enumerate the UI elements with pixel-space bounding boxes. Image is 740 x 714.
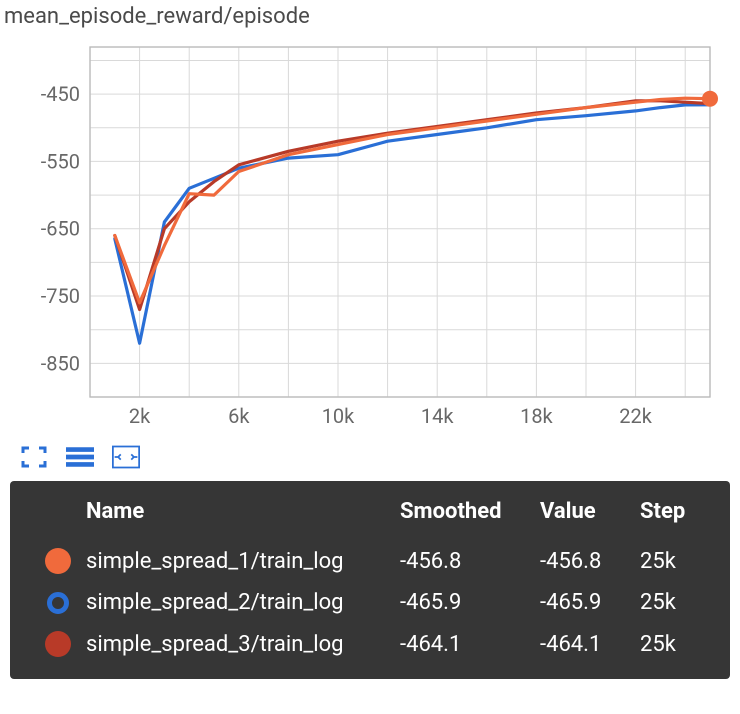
legend-col-step: Step bbox=[640, 499, 710, 524]
svg-text:-850: -850 bbox=[41, 351, 80, 375]
legend-col-value: Value bbox=[540, 499, 640, 524]
svg-text:-650: -650 bbox=[41, 217, 80, 241]
legend-row[interactable]: simple_spread_2/train_log-465.9-465.925k bbox=[30, 582, 710, 623]
legend-panel: Name Smoothed Value Step critic_loss_0si… bbox=[10, 481, 730, 679]
legend-series-name: simple_spread_2/train_log bbox=[86, 590, 400, 615]
series-swatch bbox=[45, 548, 71, 574]
series-swatch bbox=[45, 631, 71, 657]
legend-step: 25k bbox=[640, 549, 710, 574]
legend-step: 25k bbox=[640, 632, 710, 657]
legend-smoothed-value: -465.9 bbox=[400, 590, 540, 615]
list-icon[interactable] bbox=[66, 445, 94, 469]
legend-value: -465.9 bbox=[540, 590, 640, 615]
legend-smoothed-value: -456.8 bbox=[400, 549, 540, 574]
legend-series-name: simple_spread_3/train_log bbox=[86, 632, 400, 657]
chart-title: mean_episode_reward/episode bbox=[0, 0, 740, 37]
svg-text:2k: 2k bbox=[129, 404, 151, 428]
svg-text:10k: 10k bbox=[322, 404, 355, 428]
svg-text:14k: 14k bbox=[421, 404, 454, 428]
legend-col-name: Name bbox=[86, 499, 400, 524]
chart-area: -850 -750 -650 -550 -450 2k 6k 10k 14k 18k 22k bbox=[10, 37, 730, 437]
svg-text:-450: -450 bbox=[41, 82, 80, 106]
fit-icon[interactable] bbox=[112, 445, 140, 469]
svg-text:18k: 18k bbox=[520, 404, 553, 428]
legend-header: Name Smoothed Value Step bbox=[30, 499, 710, 524]
legend-smoothed-value: -464.1 bbox=[400, 632, 540, 657]
svg-text:-550: -550 bbox=[41, 149, 80, 173]
legend-value: -456.8 bbox=[540, 549, 640, 574]
expand-icon[interactable] bbox=[20, 445, 48, 469]
svg-text:-750: -750 bbox=[41, 284, 80, 308]
series-swatch bbox=[47, 592, 69, 614]
svg-text:6k: 6k bbox=[228, 404, 250, 428]
chart-toolbar bbox=[0, 437, 740, 477]
line-chart[interactable]: -850 -750 -650 -550 -450 2k 6k 10k 14k 18k 22k bbox=[10, 37, 730, 437]
legend-step: 25k bbox=[640, 590, 710, 615]
legend-series-name: simple_spread_1/train_log bbox=[86, 549, 400, 574]
svg-text:22k: 22k bbox=[619, 404, 652, 428]
legend-col-smoothed: Smoothed bbox=[400, 499, 540, 524]
legend-row[interactable]: critic_loss_0simple_spread_1/train_log-4… bbox=[30, 540, 710, 582]
legend-row[interactable]: critic_loss_1simple_spread_3/train_log-4… bbox=[30, 623, 710, 665]
legend-value: -464.1 bbox=[540, 632, 640, 657]
